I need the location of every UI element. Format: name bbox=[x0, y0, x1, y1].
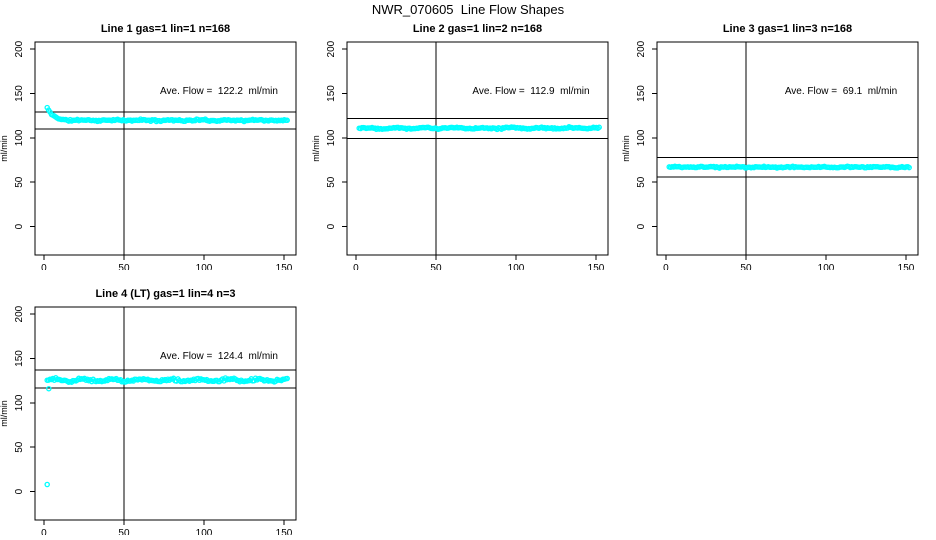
x-axis-tick-label: 150 bbox=[588, 263, 605, 270]
x-axis-tick-label: 0 bbox=[353, 263, 359, 270]
plot-canvas-line-4: 0 50 100 150 0 50 100 150 200 ml/min bbox=[0, 305, 297, 535]
x-axis-tick-label: 100 bbox=[818, 263, 835, 270]
plot-canvas-line-3: 0 50 100 150 0 50 100 150 200 ml/min bbox=[622, 40, 919, 270]
x-axis-tick-label: 150 bbox=[276, 263, 293, 270]
y-axis-tick-label: 200 bbox=[14, 305, 25, 322]
y-axis-tick-label: 100 bbox=[636, 129, 647, 146]
x-axis-tick-label: 50 bbox=[740, 263, 752, 270]
x-axis-tick-label: 0 bbox=[41, 528, 47, 535]
y-axis-tick-label: 50 bbox=[14, 441, 25, 453]
x-axis-tick-label: 0 bbox=[663, 263, 669, 270]
y-axis-tick-label: 0 bbox=[14, 488, 25, 494]
y-axis-label: ml/min bbox=[622, 135, 631, 162]
y-axis-tick-label: 0 bbox=[636, 223, 647, 229]
panel-line-4: 0 50 100 150 0 50 100 150 200 ml/min Line 4 (LT) … bbox=[0, 285, 320, 540]
y-axis-tick-label: 50 bbox=[14, 176, 25, 188]
x-axis-tick-label: 0 bbox=[41, 263, 47, 270]
y-axis-tick-label: 150 bbox=[636, 85, 647, 102]
y-axis-tick-label: 200 bbox=[326, 40, 337, 57]
y-axis-tick-label: 50 bbox=[636, 176, 647, 188]
average-flow-annotation: Ave. Flow = 69.1 ml/min bbox=[784, 86, 898, 97]
panel-line-1: 0 50 100 150 0 50 100 150 200 ml/min Line 1 gas=1… bbox=[0, 20, 320, 285]
average-flow-annotation: Ave. Flow = 122.2 ml/min bbox=[160, 86, 278, 97]
plot-canvas-line-1: 0 50 100 150 0 50 100 150 200 ml/min bbox=[0, 40, 297, 270]
data-point bbox=[284, 375, 290, 382]
x-axis-tick-label: 100 bbox=[196, 528, 213, 535]
figure-title: NWR_070605 Line Flow Shapes bbox=[371, 2, 565, 17]
outlier-point bbox=[44, 481, 50, 488]
x-axis-tick-label: 50 bbox=[118, 528, 130, 535]
y-axis-tick-label: 0 bbox=[14, 223, 25, 229]
plot-canvas-line-2: 0 50 100 150 0 50 100 150 200 ml/min bbox=[312, 40, 609, 270]
y-axis-tick-label: 200 bbox=[14, 40, 25, 57]
y-axis-tick-label: 150 bbox=[14, 350, 25, 367]
x-axis-tick-label: 150 bbox=[898, 263, 915, 270]
panel-title: Line 1 gas=1 lin=1 n=168 bbox=[100, 23, 231, 35]
y-axis-tick-label: 150 bbox=[326, 85, 337, 102]
data-point bbox=[284, 117, 290, 124]
data-point bbox=[596, 124, 602, 131]
y-axis-tick-label: 100 bbox=[326, 129, 337, 146]
plot-box bbox=[34, 41, 297, 256]
plot-box bbox=[656, 41, 919, 256]
x-axis-tick-label: 150 bbox=[276, 528, 293, 535]
y-axis-tick-label: 50 bbox=[326, 176, 337, 188]
x-axis-tick-label: 50 bbox=[430, 263, 442, 270]
x-axis-tick-label: 100 bbox=[196, 263, 213, 270]
panel-title: Line 3 gas=1 lin=3 n=168 bbox=[722, 23, 853, 35]
x-axis-tick-label: 50 bbox=[118, 263, 130, 270]
x-axis-tick-label: 100 bbox=[508, 263, 525, 270]
panel-line-2: 0 50 100 150 0 50 100 150 200 ml/min Line 2 gas=1… bbox=[312, 20, 632, 285]
plot-box bbox=[346, 41, 609, 256]
panel-title: Line 2 gas=1 lin=2 n=168 bbox=[412, 23, 543, 35]
plot-box bbox=[34, 306, 297, 521]
y-axis-tick-label: 150 bbox=[14, 85, 25, 102]
y-axis-tick-label: 200 bbox=[636, 40, 647, 57]
panel-title: Line 4 (LT) gas=1 lin=4 n=3 bbox=[95, 288, 236, 300]
y-axis-tick-label: 100 bbox=[14, 129, 25, 146]
y-axis-tick-label: 100 bbox=[14, 394, 25, 411]
y-axis-label: ml/min bbox=[312, 135, 321, 162]
average-flow-annotation: Ave. Flow = 112.9 ml/min bbox=[472, 86, 590, 97]
y-axis-label: ml/min bbox=[0, 135, 9, 162]
y-axis-label: ml/min bbox=[0, 400, 9, 427]
panel-line-3: 0 50 100 150 0 50 100 150 200 ml/min Line 3 gas=1… bbox=[622, 20, 936, 285]
y-axis-tick-label: 0 bbox=[326, 223, 337, 229]
outlier-point bbox=[46, 385, 52, 392]
average-flow-annotation: Ave. Flow = 124.4 ml/min bbox=[160, 351, 278, 362]
data-point bbox=[906, 164, 912, 171]
